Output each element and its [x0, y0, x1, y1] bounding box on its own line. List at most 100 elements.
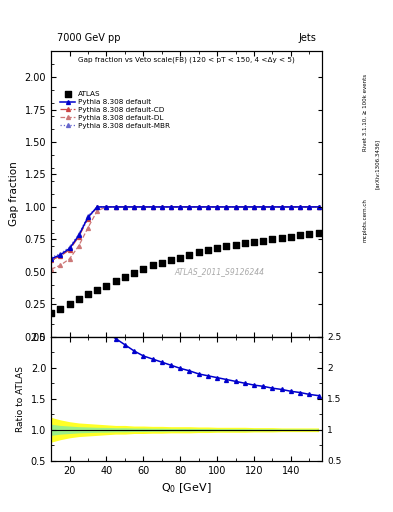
Pythia 8.308 default-MBR	[279, 204, 284, 210]
Pythia 8.308 default-DL	[132, 204, 136, 210]
Pythia 8.308 default-DL	[316, 204, 321, 210]
Pythia 8.308 default	[113, 204, 118, 210]
Pythia 8.308 default-CD	[132, 204, 136, 210]
Pythia 8.308 default-DL	[178, 204, 183, 210]
Pythia 8.308 default	[279, 204, 284, 210]
Pythia 8.308 default-CD	[242, 204, 247, 210]
Pythia 8.308 default-DL	[123, 204, 127, 210]
Pythia 8.308 default-CD	[123, 204, 127, 210]
Pythia 8.308 default-CD	[233, 204, 238, 210]
Pythia 8.308 default-DL	[196, 204, 201, 210]
Pythia 8.308 default-CD	[196, 204, 201, 210]
Pythia 8.308 default	[76, 232, 81, 239]
Pythia 8.308 default-DL	[270, 204, 275, 210]
Pythia 8.308 default	[307, 204, 312, 210]
ATLAS	[66, 300, 73, 308]
Pythia 8.308 default-DL	[49, 266, 53, 272]
Pythia 8.308 default-CD	[169, 204, 173, 210]
Pythia 8.308 default	[86, 214, 90, 220]
Pythia 8.308 default	[178, 204, 183, 210]
Pythia 8.308 default-DL	[141, 204, 146, 210]
Pythia 8.308 default	[215, 204, 219, 210]
Legend: ATLAS, Pythia 8.308 default, Pythia 8.308 default-CD, Pythia 8.308 default-DL, P: ATLAS, Pythia 8.308 default, Pythia 8.30…	[57, 89, 173, 131]
Pythia 8.308 default-MBR	[288, 204, 293, 210]
Text: 7000 GeV pp: 7000 GeV pp	[57, 33, 120, 42]
Pythia 8.308 default	[187, 204, 192, 210]
ATLAS	[214, 244, 220, 252]
Pythia 8.308 default-MBR	[58, 250, 62, 257]
Line: Pythia 8.308 default-CD: Pythia 8.308 default-CD	[49, 205, 321, 262]
Pythia 8.308 default-CD	[141, 204, 146, 210]
Pythia 8.308 default-DL	[160, 204, 164, 210]
ATLAS	[177, 253, 184, 262]
Line: Pythia 8.308 default-DL: Pythia 8.308 default-DL	[49, 205, 321, 271]
ATLAS	[205, 246, 211, 254]
Pythia 8.308 default-MBR	[86, 213, 90, 219]
ATLAS	[159, 259, 165, 267]
Pythia 8.308 default-MBR	[196, 204, 201, 210]
Pythia 8.308 default-MBR	[233, 204, 238, 210]
Pythia 8.308 default-DL	[150, 204, 155, 210]
Pythia 8.308 default-CD	[58, 253, 62, 259]
Pythia 8.308 default-DL	[261, 204, 266, 210]
Pythia 8.308 default	[132, 204, 136, 210]
X-axis label: Q$_0$ [GeV]: Q$_0$ [GeV]	[162, 481, 212, 495]
ATLAS	[269, 235, 275, 243]
Pythia 8.308 default-DL	[67, 256, 72, 262]
Pythia 8.308 default-CD	[279, 204, 284, 210]
Pythia 8.308 default-CD	[67, 247, 72, 253]
Pythia 8.308 default-CD	[113, 204, 118, 210]
Pythia 8.308 default	[288, 204, 293, 210]
Y-axis label: Gap fraction: Gap fraction	[9, 162, 19, 226]
Text: Rivet 3.1.10, ≥ 100k events: Rivet 3.1.10, ≥ 100k events	[363, 74, 368, 151]
Pythia 8.308 default-MBR	[261, 204, 266, 210]
Pythia 8.308 default	[261, 204, 266, 210]
Pythia 8.308 default	[270, 204, 275, 210]
Text: ATLAS_2011_S9126244: ATLAS_2011_S9126244	[174, 267, 264, 276]
ATLAS	[232, 241, 239, 249]
Pythia 8.308 default	[316, 204, 321, 210]
Pythia 8.308 default-MBR	[132, 204, 136, 210]
Line: Pythia 8.308 default-MBR: Pythia 8.308 default-MBR	[49, 205, 321, 260]
Pythia 8.308 default-MBR	[224, 204, 229, 210]
Pythia 8.308 default-CD	[288, 204, 293, 210]
Pythia 8.308 default	[160, 204, 164, 210]
Pythia 8.308 default-CD	[252, 204, 256, 210]
Pythia 8.308 default-CD	[104, 204, 109, 210]
Pythia 8.308 default	[298, 204, 303, 210]
Pythia 8.308 default	[169, 204, 173, 210]
Pythia 8.308 default	[95, 204, 99, 210]
Pythia 8.308 default-CD	[160, 204, 164, 210]
Text: mcplots.cern.ch: mcplots.cern.ch	[363, 198, 368, 242]
Pythia 8.308 default-DL	[104, 204, 109, 210]
ATLAS	[288, 232, 294, 241]
ATLAS	[149, 261, 156, 269]
Pythia 8.308 default	[67, 245, 72, 251]
Pythia 8.308 default	[123, 204, 127, 210]
ATLAS	[140, 265, 147, 273]
Text: Jets: Jets	[299, 33, 317, 42]
ATLAS	[75, 295, 82, 303]
Pythia 8.308 default	[252, 204, 256, 210]
Pythia 8.308 default-CD	[178, 204, 183, 210]
Pythia 8.308 default	[206, 204, 210, 210]
Pythia 8.308 default-CD	[224, 204, 229, 210]
ATLAS	[48, 309, 54, 317]
Pythia 8.308 default-MBR	[252, 204, 256, 210]
Pythia 8.308 default-DL	[252, 204, 256, 210]
Pythia 8.308 default-MBR	[49, 254, 53, 261]
ATLAS	[131, 269, 137, 277]
Pythia 8.308 default-MBR	[160, 204, 164, 210]
ATLAS	[57, 305, 63, 313]
Pythia 8.308 default-CD	[307, 204, 312, 210]
Pythia 8.308 default-MBR	[316, 204, 321, 210]
Pythia 8.308 default-DL	[58, 262, 62, 268]
Pythia 8.308 default-CD	[86, 216, 90, 222]
Pythia 8.308 default-CD	[49, 257, 53, 263]
Pythia 8.308 default-MBR	[178, 204, 183, 210]
Pythia 8.308 default-MBR	[242, 204, 247, 210]
Pythia 8.308 default-MBR	[169, 204, 173, 210]
Y-axis label: Ratio to ATLAS: Ratio to ATLAS	[16, 366, 25, 432]
ATLAS	[168, 256, 174, 264]
ATLAS	[223, 242, 230, 250]
